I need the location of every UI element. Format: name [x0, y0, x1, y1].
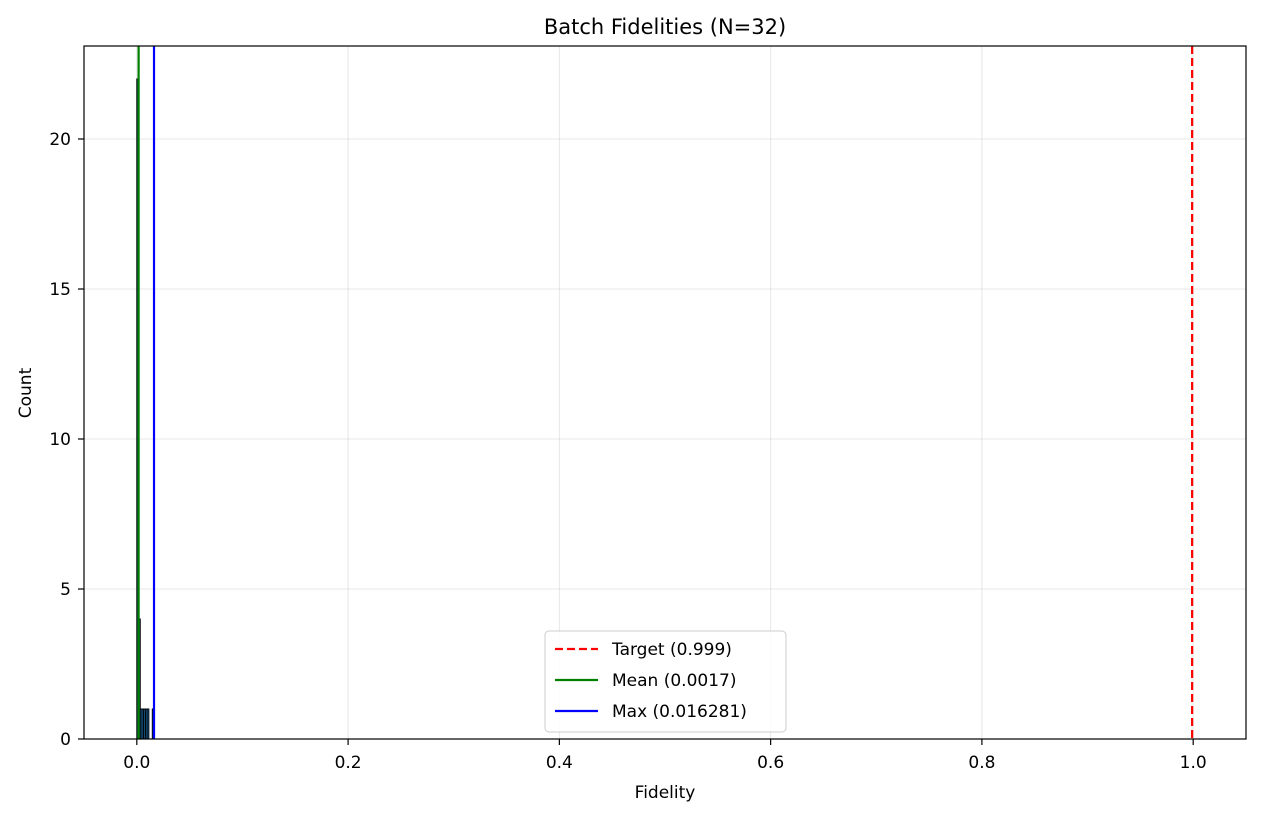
legend: Target (0.999) Mean (0.0017) Max (0.016281… [544, 630, 787, 733]
y-tick-label: 0 [60, 730, 71, 750]
legend-box [544, 630, 787, 733]
histogram-bar [146, 708, 150, 740]
x-tick-label: 0.4 [546, 753, 573, 773]
y-tick-label: 5 [60, 580, 71, 600]
y-axis-ticks: 0 5 10 15 20 [49, 130, 84, 750]
y-tick-label: 15 [49, 280, 71, 300]
x-tick-label: 0.2 [335, 753, 362, 773]
x-axis-label: Fidelity [635, 783, 696, 803]
x-tick-label: 1.0 [1180, 753, 1207, 773]
x-axis-ticks: 0.0 0.2 0.4 0.6 0.8 1.0 [123, 739, 1207, 773]
y-tick-label: 10 [49, 430, 71, 450]
y-axis-label: Count [16, 367, 36, 418]
x-tick-label: 0.8 [968, 753, 995, 773]
plot-frame [83, 45, 1247, 740]
x-tick-label: 0.0 [123, 753, 150, 773]
reference-lines [137, 46, 1194, 739]
y-tick-label: 20 [49, 130, 71, 150]
legend-label: Target (0.999) [611, 640, 732, 660]
x-tick-label: 0.6 [757, 753, 784, 773]
chart-title: Batch Fidelities (N=32) [544, 15, 786, 39]
legend-label: Max (0.016281) [612, 702, 747, 722]
legend-label: Mean (0.0017) [612, 671, 736, 691]
